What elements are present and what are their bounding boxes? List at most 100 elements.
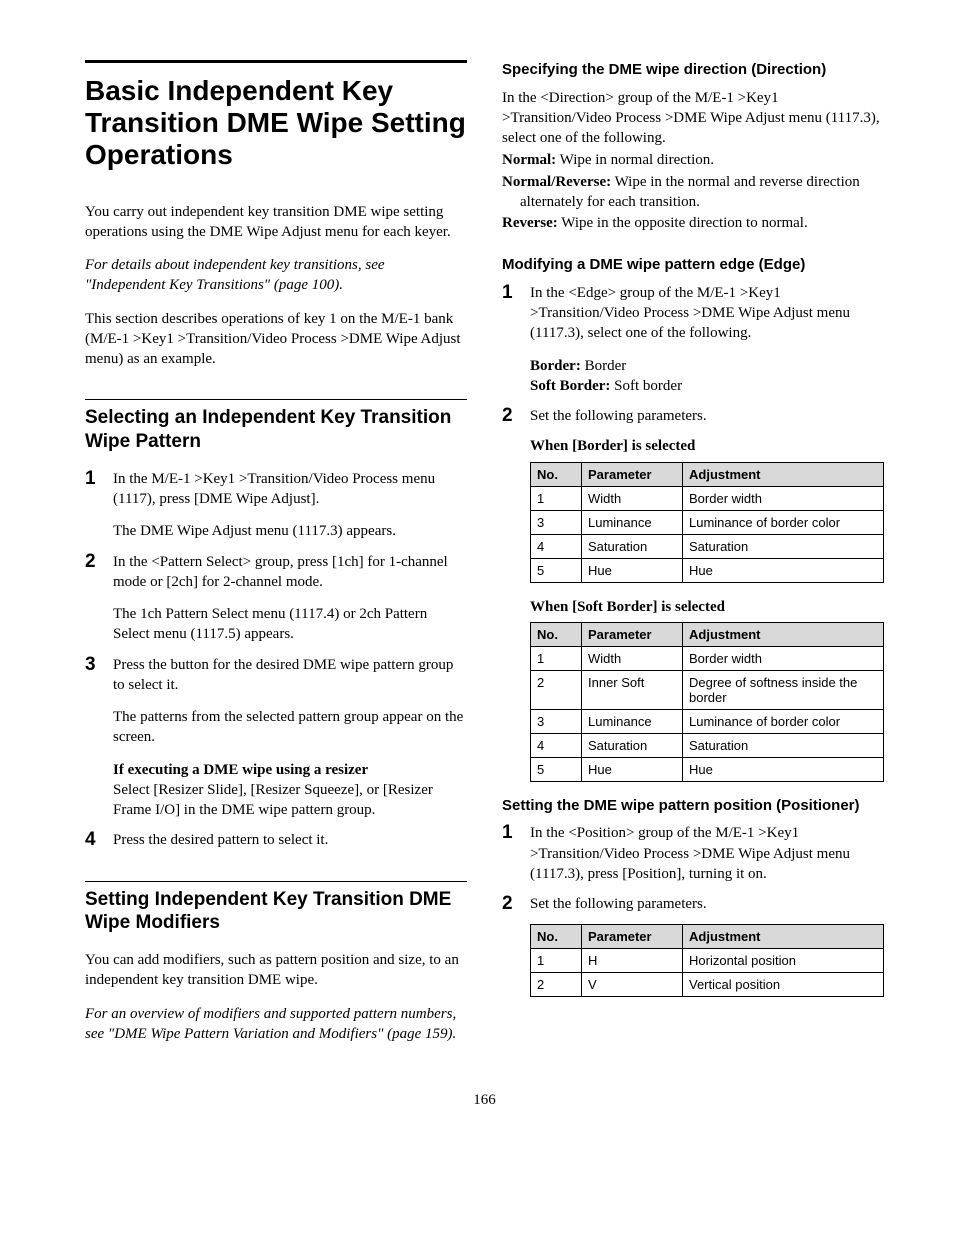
step-2: 2 In the <Pattern Select> group, press [… — [85, 552, 467, 645]
subsection-heading: Specifying the DME wipe direction (Direc… — [502, 60, 884, 80]
step-body: In the M/E-1 >Key1 >Transition/Video Pro… — [113, 469, 467, 542]
step-4: 4 Press the desired pattern to select it… — [85, 830, 467, 850]
table-cell: 5 — [531, 757, 582, 781]
def-label: Border: — [530, 358, 581, 374]
step-body: In the <Pattern Select> group, press [1c… — [113, 552, 467, 645]
note-text: Select [Resizer Slide], [Resizer Squeeze… — [113, 782, 433, 818]
table-row: 2VVertical position — [531, 973, 884, 997]
step-text: In the <Pattern Select> group, press [1c… — [113, 552, 467, 593]
table-caption: When [Border] is selected — [530, 436, 884, 456]
table-caption: When [Soft Border] is selected — [530, 597, 884, 617]
step-number: 1 — [502, 283, 530, 396]
direction-definitions: Normal: Wipe in normal direction. Normal… — [502, 150, 884, 233]
step-body: Press the button for the desired DME wip… — [113, 655, 467, 821]
border-table-block: When [Border] is selected No. Parameter … — [530, 436, 884, 782]
step-result: The 1ch Pattern Select menu (1117.4) or … — [113, 604, 467, 645]
step-1: 1 In the M/E-1 >Key1 >Transition/Video P… — [85, 469, 467, 542]
table-cell: Luminance — [582, 510, 683, 534]
th-param: Parameter — [582, 462, 683, 486]
xref-note: For an overview of modifiers and support… — [85, 1004, 467, 1045]
pos-step-2: 2 Set the following parameters. — [502, 894, 884, 914]
step-body: Set the following parameters. — [530, 894, 884, 914]
table-body: 1HHorizontal position2VVertical position — [531, 949, 884, 997]
table-row: 3LuminanceLuminance of border color — [531, 709, 884, 733]
table-cell: Width — [582, 646, 683, 670]
def-border: Border: Border — [530, 356, 884, 376]
table-row: 3LuminanceLuminance of border color — [531, 510, 884, 534]
def-text: Border — [581, 358, 626, 374]
def-label: Soft Border: — [530, 378, 610, 394]
step-note: If executing a DME wipe using a resizerS… — [113, 760, 467, 821]
def-label: Reverse: — [502, 215, 558, 231]
table-cell: Luminance of border color — [683, 709, 884, 733]
table-row: 5HueHue — [531, 757, 884, 781]
step-text: Set the following parameters. — [530, 894, 884, 914]
border-table: No. Parameter Adjustment 1WidthBorder wi… — [530, 462, 884, 583]
step-number: 3 — [85, 655, 113, 821]
def-text: Wipe in normal direction. — [556, 152, 714, 168]
table-row: 1HHorizontal position — [531, 949, 884, 973]
table-row: 2Inner SoftDegree of softness inside the… — [531, 670, 884, 709]
page-number: 166 — [85, 1092, 884, 1109]
table-cell: 3 — [531, 510, 582, 534]
position-table: No. Parameter Adjustment 1HHorizontal po… — [530, 924, 884, 997]
step-text: Set the following parameters. — [530, 406, 884, 426]
right-column: Specifying the DME wipe direction (Direc… — [502, 60, 884, 1057]
subsection-heading: Setting the DME wipe pattern position (P… — [502, 796, 884, 816]
step-text: Press the button for the desired DME wip… — [113, 655, 467, 696]
table-row: 1WidthBorder width — [531, 646, 884, 670]
def-reverse: Reverse: Wipe in the opposite direction … — [502, 213, 884, 233]
th-no: No. — [531, 462, 582, 486]
def-label: Normal: — [502, 152, 556, 168]
table-cell: Hue — [683, 757, 884, 781]
table-row: 4SaturationSaturation — [531, 733, 884, 757]
table-cell: Vertical position — [683, 973, 884, 997]
edge-step-2: 2 Set the following parameters. — [502, 406, 884, 426]
table-cell: Width — [582, 486, 683, 510]
subsection-heading: Modifying a DME wipe pattern edge (Edge) — [502, 255, 884, 275]
table-cell: 2 — [531, 670, 582, 709]
table-row: 1WidthBorder width — [531, 486, 884, 510]
table-body: 1WidthBorder width3LuminanceLuminance of… — [531, 486, 884, 582]
def-soft-border: Soft Border: Soft border — [530, 376, 884, 396]
th-param: Parameter — [582, 925, 683, 949]
table-cell: Horizontal position — [683, 949, 884, 973]
section-heading: Setting Independent Key Transition DME W… — [85, 881, 467, 936]
step-number: 4 — [85, 830, 113, 850]
table-cell: H — [582, 949, 683, 973]
step-text: Press the desired pattern to select it. — [113, 830, 467, 850]
step-number: 2 — [502, 894, 530, 914]
table-cell: 1 — [531, 486, 582, 510]
table-header-row: No. Parameter Adjustment — [531, 925, 884, 949]
left-column: Basic Independent Key Transition DME Wip… — [85, 60, 467, 1057]
table-cell: Hue — [582, 757, 683, 781]
table-cell: 4 — [531, 733, 582, 757]
step-text: In the <Position> group of the M/E-1 >Ke… — [530, 823, 884, 884]
table-cell: Hue — [582, 558, 683, 582]
example-paragraph: This section describes operations of key… — [85, 309, 467, 370]
def-normal: Normal: Wipe in normal direction. — [502, 150, 884, 170]
step-3: 3 Press the button for the desired DME w… — [85, 655, 467, 821]
step-text: In the M/E-1 >Key1 >Transition/Video Pro… — [113, 469, 467, 510]
table-cell: V — [582, 973, 683, 997]
direction-intro: In the <Direction> group of the M/E-1 >K… — [502, 88, 884, 149]
section-heading: Selecting an Independent Key Transition … — [85, 399, 467, 454]
table-cell: Hue — [683, 558, 884, 582]
xref-note: For details about independent key transi… — [85, 255, 467, 296]
th-no: No. — [531, 925, 582, 949]
th-adj: Adjustment — [683, 622, 884, 646]
soft-border-table: No. Parameter Adjustment 1WidthBorder wi… — [530, 622, 884, 782]
step-body: In the <Edge> group of the M/E-1 >Key1 >… — [530, 283, 884, 396]
table-cell: Saturation — [582, 534, 683, 558]
table-cell: Border width — [683, 646, 884, 670]
step-text: In the <Edge> group of the M/E-1 >Key1 >… — [530, 283, 884, 344]
table-row: 4SaturationSaturation — [531, 534, 884, 558]
position-table-block: No. Parameter Adjustment 1HHorizontal po… — [530, 924, 884, 997]
pos-step-1: 1 In the <Position> group of the M/E-1 >… — [502, 823, 884, 884]
def-text: Soft border — [610, 378, 682, 394]
step-result: The patterns from the selected pattern g… — [113, 707, 467, 748]
modifiers-intro: You can add modifiers, such as pattern p… — [85, 950, 467, 991]
table-cell: Border width — [683, 486, 884, 510]
step-body: Press the desired pattern to select it. — [113, 830, 467, 850]
step-number: 2 — [502, 406, 530, 426]
